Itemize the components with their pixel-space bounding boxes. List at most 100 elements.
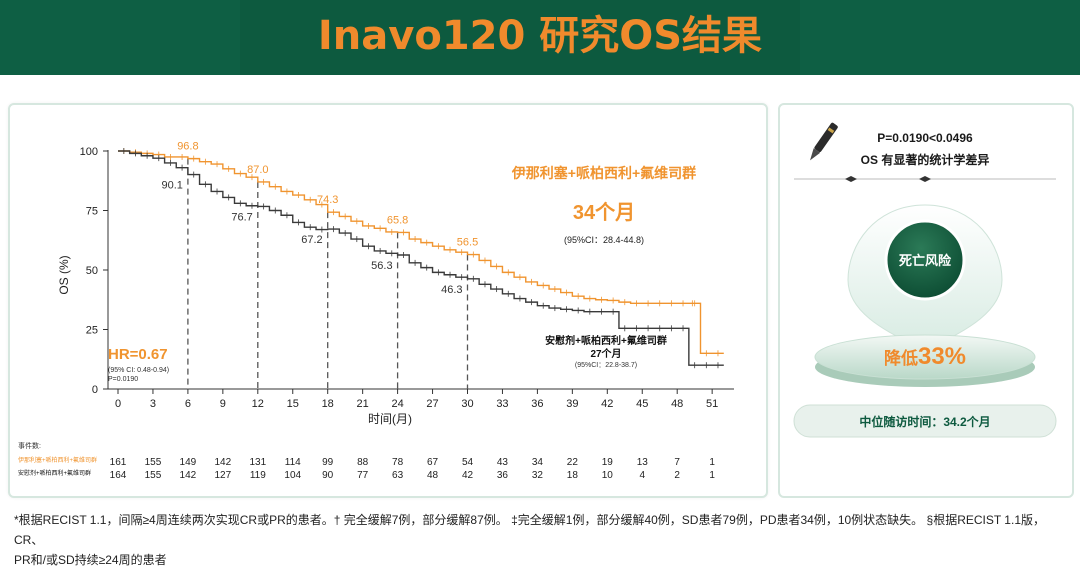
risk-value-orange: 19 [602, 457, 614, 468]
risk-value-dark: 2 [674, 470, 680, 481]
x-tick-label: 0 [115, 398, 121, 410]
dark-curve [118, 150, 724, 366]
y-ticks: 0 25 50 75 100 [80, 146, 108, 396]
risk-value-dark: 1 [709, 470, 715, 481]
y-tick-label: 75 [86, 206, 98, 218]
x-ticks: 0 3 6 9 12 15 18 21 24 27 30 33 36 39 42 45 48 51 [115, 389, 718, 410]
orange-value-label: 65.8 [387, 214, 408, 226]
risk-value-orange: 78 [392, 457, 404, 468]
reduction-prefix: 降低 [884, 348, 918, 368]
risk-value-dark: 104 [284, 470, 301, 481]
risk-value-orange: 114 [285, 457, 301, 468]
divider-marker-left [845, 176, 857, 182]
risk-value-orange: 22 [567, 457, 579, 468]
reduction-value: 33% [918, 343, 966, 370]
x-axis-label: 时间(月) [368, 412, 412, 426]
risk-value-dark: 36 [497, 470, 509, 481]
risk-value-orange: 34 [532, 457, 544, 468]
risk-value-dark: 155 [145, 470, 162, 481]
risk-value-orange: 13 [637, 457, 649, 468]
orange-value-label: 96.8 [177, 141, 198, 153]
risk-value-orange: 54 [462, 457, 474, 468]
risk-value-dark: 164 [110, 470, 127, 481]
risk-table: 161 155 149 142 131 114 99 88 78 67 54 43 34 22 19 13 7 1… [110, 457, 716, 481]
orange-value-label: 74.3 [317, 194, 338, 206]
orange-value-label: 87.0 [247, 164, 268, 176]
x-tick-label: 48 [671, 398, 683, 410]
y-tick-label: 50 [86, 265, 98, 277]
risk-value-dark: 42 [462, 470, 474, 481]
survival-curves [118, 148, 724, 369]
risk-value-orange: 161 [110, 457, 127, 468]
x-tick-label: 27 [426, 398, 438, 410]
x-tick-label: 12 [252, 398, 264, 410]
risk-ball [884, 219, 966, 301]
x-tick-label: 3 [150, 398, 156, 410]
header-banner [0, 0, 1080, 75]
x-tick-label: 24 [391, 398, 403, 410]
risk-value-orange: 7 [674, 457, 680, 468]
chart-panel: 0 25 50 75 100 0 3 6 9 12 15 18 21 24 27 30 33 36 39 42 45 4… [8, 103, 768, 498]
risk-value-dark: 90 [322, 470, 334, 481]
orange-ci: (95%CI：28.4-44.8) [564, 235, 644, 245]
footnote-line-1: *根据RECIST 1.1，间隔≥4周连续两次实现CR或PR的患者。† 完全缓解… [14, 513, 1045, 547]
risk-value-orange: 1 [709, 457, 715, 468]
y-tick-label: 0 [92, 384, 98, 396]
x-tick-label: 36 [531, 398, 543, 410]
x-tick-label: 51 [706, 398, 718, 410]
x-tick-label: 30 [461, 398, 473, 410]
risk-label: 死亡风险 [899, 253, 952, 268]
orange-median: 34个月 [573, 201, 635, 224]
risk-value-dark: 127 [215, 470, 232, 481]
x-tick-label: 6 [185, 398, 191, 410]
summary-graphic: P=0.0190<0.0496 OS 有显著的统计学差异 死亡风险 降低33% … [793, 122, 1057, 438]
risk-value-dark: 77 [357, 470, 369, 481]
divider-marker-right [919, 176, 931, 182]
hr-label: HR=0.67 [108, 346, 168, 363]
risk-row-label-dark: 安慰剂+哌柏西利+氟维司群 [18, 469, 91, 477]
risk-value-orange: 131 [249, 457, 266, 468]
risk-value-orange: 88 [357, 457, 369, 468]
risk-value-orange: 43 [497, 457, 509, 468]
x-tick-label: 45 [636, 398, 648, 410]
x-tick-label: 33 [496, 398, 508, 410]
summary-panel: P=0.0190<0.0496 OS 有显著的统计学差异 死亡风险 降低33% … [778, 103, 1074, 498]
risk-value-dark: 10 [602, 470, 614, 481]
dark-ci: (95%CI：22.8-38.7) [575, 362, 637, 369]
risk-value-orange: 142 [215, 457, 232, 468]
median-followup: 中位随访时间：34.2个月 [859, 414, 990, 429]
orange-curve [118, 150, 724, 354]
dark-value-label: 76.7 [231, 211, 252, 223]
hr-ci: (95% CI: 0.48-0.94) [108, 367, 169, 374]
significance-text: OS 有显著的统计学差异 [861, 152, 990, 167]
pen-icon [810, 122, 838, 161]
risk-value-dark: 32 [532, 470, 544, 481]
p-value: P=0.0190<0.0496 [877, 131, 973, 145]
dark-median: 27个月 [590, 347, 621, 360]
dark-value-label: 90.1 [161, 180, 182, 192]
disc [814, 334, 1036, 380]
risk-value-orange: 67 [427, 457, 439, 468]
dark-value-label: 46.3 [441, 284, 462, 296]
orange-arm-name: 伊那利塞+哌柏西利+氟维司群 [511, 165, 696, 181]
dark-value-label: 67.2 [301, 234, 322, 246]
hr-p: P=0.0190 [108, 376, 138, 383]
reduction-text: 降低33% [884, 343, 966, 370]
y-tick-label: 25 [86, 325, 98, 337]
dark-arm-name: 安慰剂+哌柏西利+氟维司群 [545, 334, 667, 347]
risk-value-dark: 4 [639, 470, 645, 481]
x-tick-label: 15 [287, 398, 299, 410]
x-tick-label: 39 [566, 398, 578, 410]
y-axis-label: OS (%) [57, 255, 71, 294]
risk-value-orange: 155 [145, 457, 162, 468]
x-tick-label: 42 [601, 398, 613, 410]
x-tick-label: 21 [357, 398, 369, 410]
risk-value-orange: 99 [322, 457, 334, 468]
risk-value-dark: 18 [567, 470, 579, 481]
orange-value-label: 56.5 [457, 237, 478, 249]
risk-value-dark: 119 [250, 470, 266, 481]
x-tick-label: 18 [322, 398, 334, 410]
risk-row-label-orange: 伊那利塞+哌柏西利+氟维司群 [18, 456, 97, 464]
risk-value-dark: 63 [392, 470, 404, 481]
